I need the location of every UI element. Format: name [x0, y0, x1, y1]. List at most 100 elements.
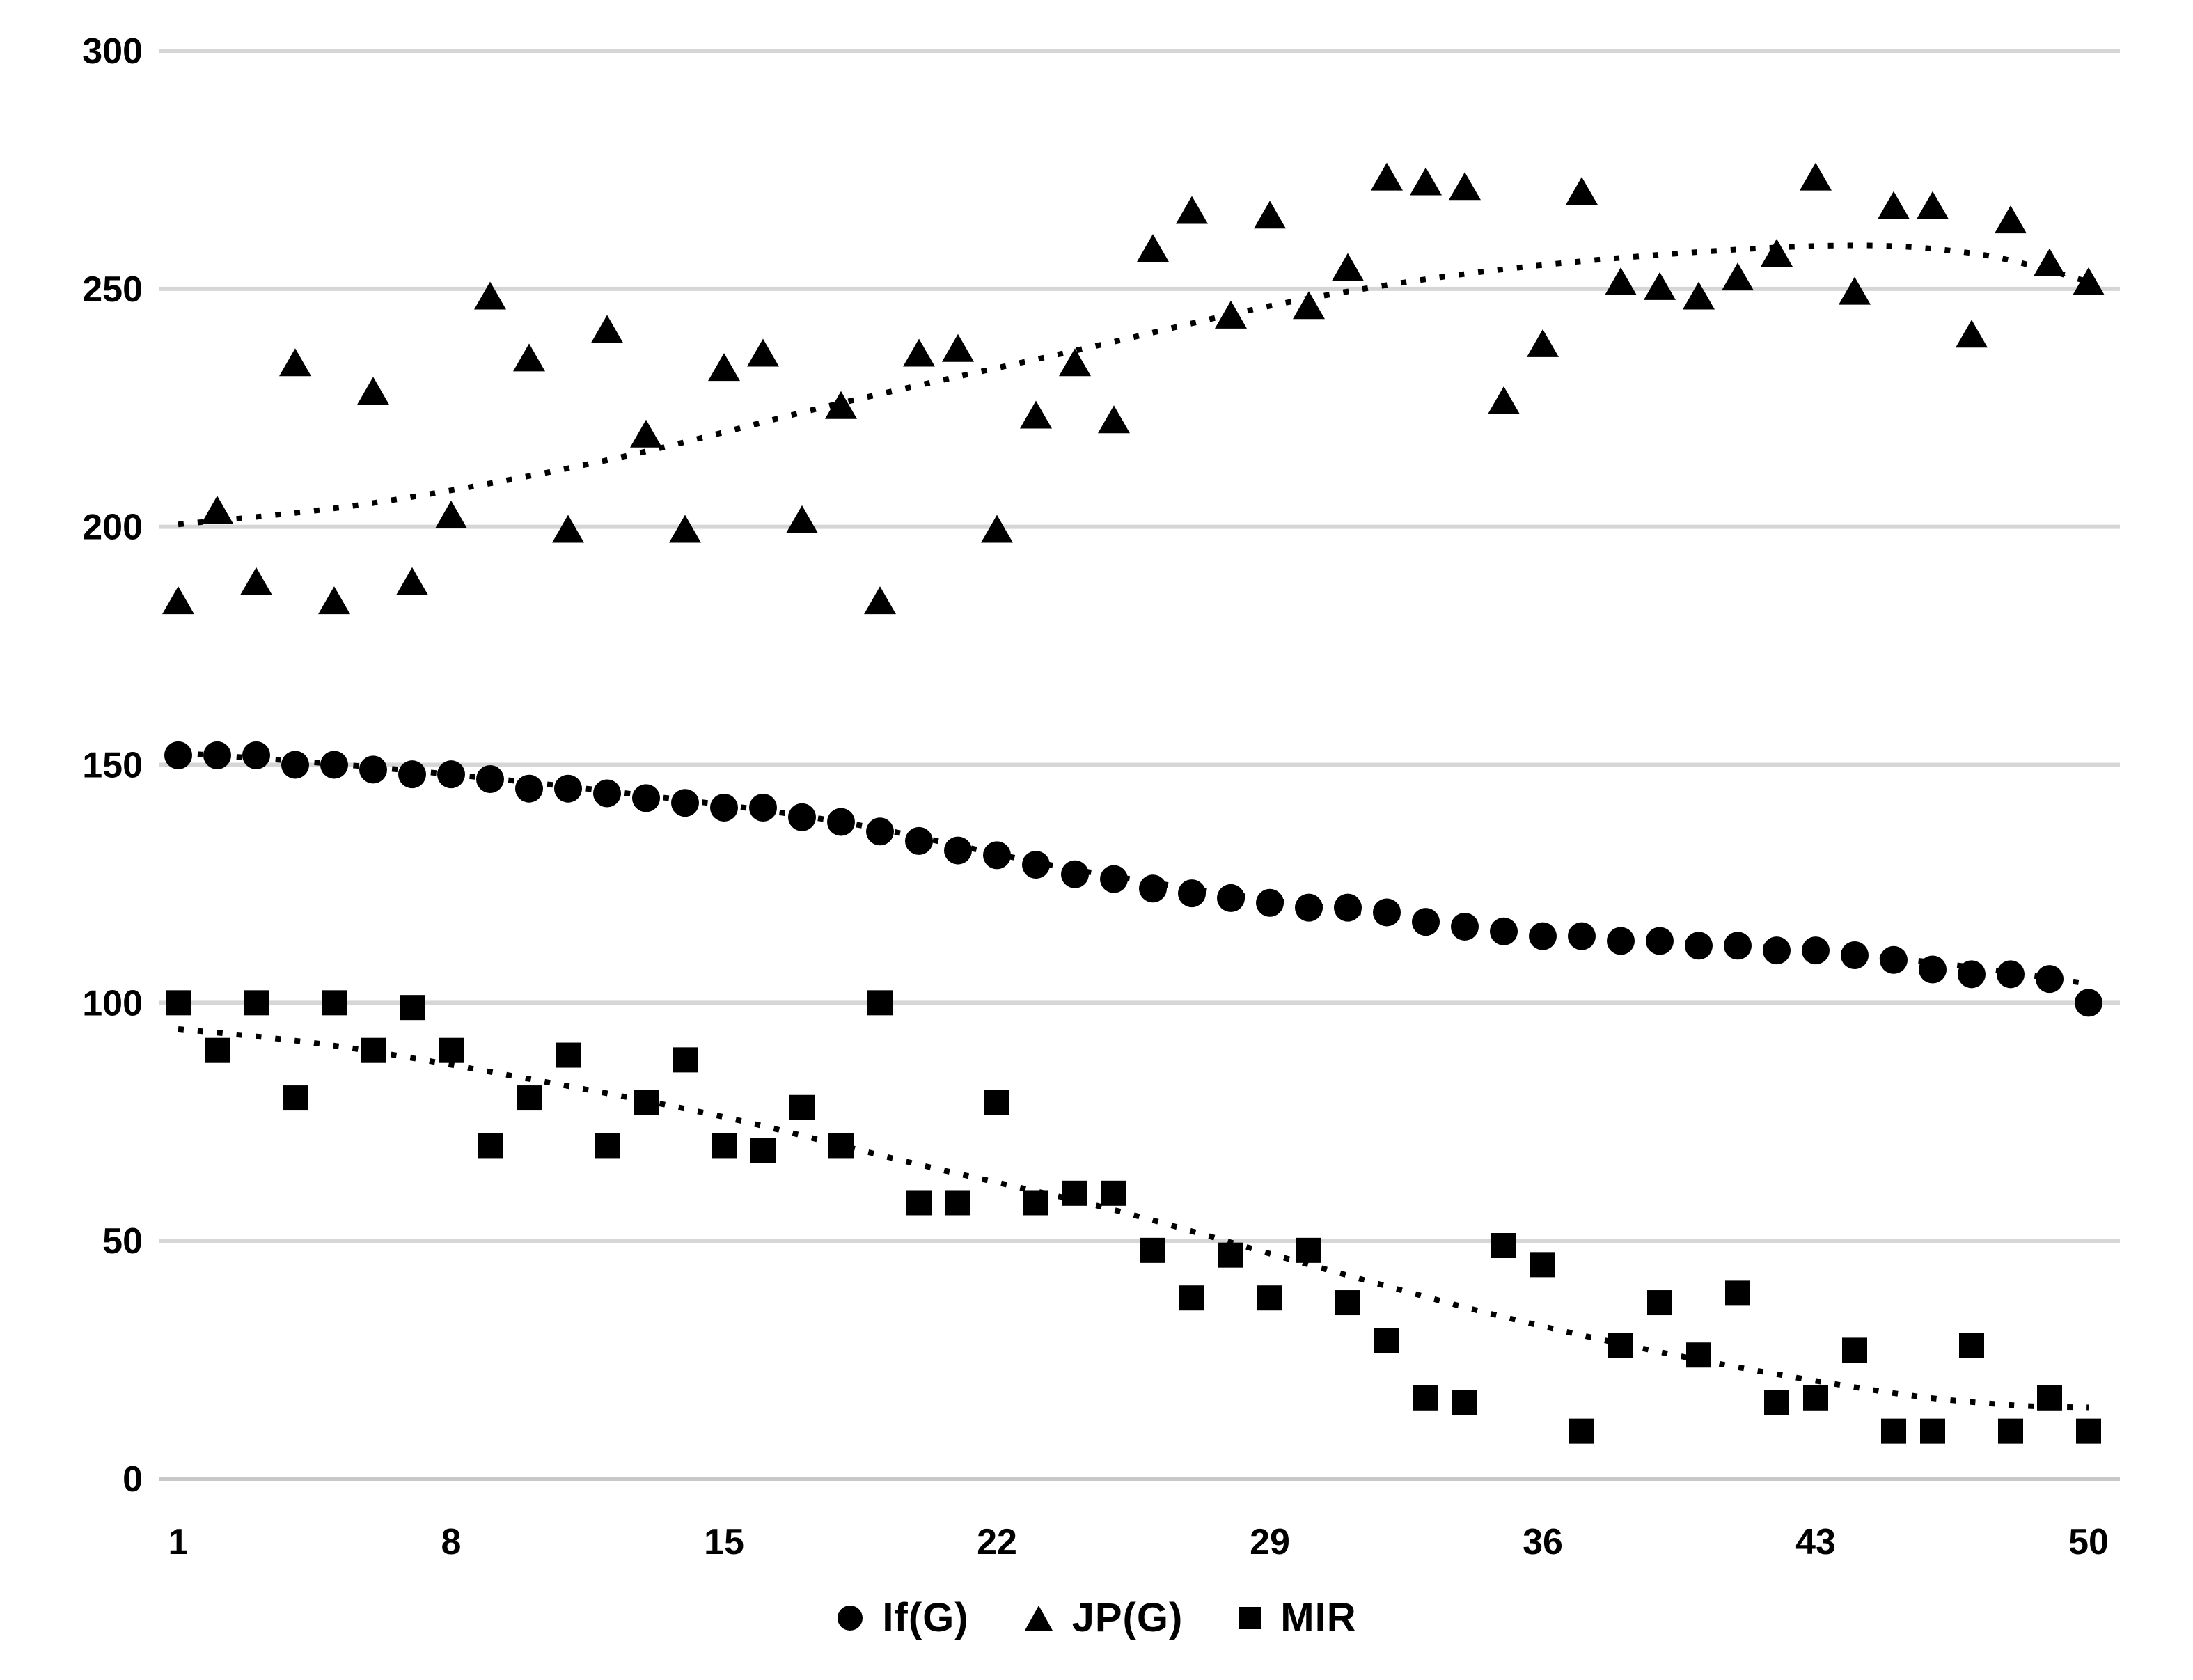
point-mir-25 — [1101, 1180, 1126, 1206]
point-jpg-7 — [396, 567, 428, 595]
point-ifg-22 — [983, 841, 1011, 870]
point-ifg-19 — [866, 817, 894, 846]
point-mir-36 — [1530, 1252, 1555, 1278]
point-mir-33 — [1413, 1385, 1438, 1411]
point-ifg-16 — [749, 794, 777, 822]
point-ifg-30 — [1295, 893, 1323, 922]
x-tick-label-15: 15 — [704, 1522, 744, 1562]
point-ifg-9 — [476, 765, 504, 794]
point-jpg-10 — [513, 343, 545, 372]
point-jpg-46 — [1917, 191, 1949, 219]
point-jpg-37 — [1566, 177, 1598, 205]
legend-label-ifg: If(G) — [882, 1595, 969, 1640]
point-ifg-47 — [1958, 960, 1986, 989]
point-mir-23 — [1023, 1190, 1048, 1216]
point-ifg-26 — [1139, 874, 1167, 903]
point-jpg-27 — [1176, 196, 1208, 224]
point-jpg-11 — [552, 515, 584, 543]
point-ifg-34 — [1451, 912, 1479, 941]
point-jpg-45 — [1878, 191, 1910, 219]
point-mir-21 — [945, 1190, 970, 1216]
point-mir-50 — [2076, 1418, 2101, 1444]
point-mir-31 — [1335, 1290, 1360, 1316]
point-ifg-25 — [1100, 865, 1128, 893]
point-ifg-32 — [1373, 898, 1401, 927]
point-jpg-31 — [1332, 253, 1364, 281]
x-tick-label-36: 36 — [1523, 1522, 1563, 1562]
point-jpg-15 — [708, 353, 740, 382]
x-tick-label-50: 50 — [2068, 1522, 2109, 1562]
point-jpg-49 — [2034, 248, 2066, 276]
y-tick-label-200: 200 — [82, 508, 143, 548]
point-jpg-2 — [201, 496, 233, 524]
legend-label-mir: MIR — [1280, 1595, 1357, 1640]
point-jpg-42 — [1761, 238, 1793, 267]
point-mir-27 — [1179, 1285, 1204, 1311]
legend-label-jpg: JP(G) — [1071, 1595, 1184, 1640]
point-mir-3 — [244, 990, 269, 1016]
y-tick-label-150: 150 — [82, 746, 143, 786]
point-mir-17 — [789, 1094, 815, 1120]
point-ifg-33 — [1412, 908, 1440, 936]
legend-item-jpg: JP(G) — [1023, 1594, 1184, 1641]
point-jpg-9 — [474, 281, 506, 310]
point-mir-6 — [361, 1037, 386, 1063]
point-jpg-41 — [1722, 262, 1754, 291]
point-jpg-40 — [1683, 281, 1715, 310]
point-mir-13 — [634, 1090, 659, 1115]
point-mir-37 — [1569, 1418, 1594, 1444]
point-jpg-21 — [942, 333, 974, 362]
point-mir-4 — [283, 1085, 308, 1111]
point-ifg-35 — [1490, 917, 1518, 945]
point-ifg-4 — [281, 751, 309, 779]
point-jpg-17 — [786, 505, 818, 533]
point-mir-28 — [1218, 1242, 1243, 1268]
point-mir-10 — [517, 1085, 542, 1111]
point-jpg-44 — [1839, 276, 1871, 305]
point-mir-1 — [166, 990, 191, 1016]
point-mir-35 — [1491, 1233, 1516, 1259]
point-jpg-14 — [669, 515, 701, 543]
trendline-jpg — [178, 242, 2089, 528]
y-tick-label-50: 50 — [102, 1221, 143, 1262]
point-mir-18 — [828, 1133, 854, 1159]
point-jpg-34 — [1449, 172, 1481, 201]
point-ifg-10 — [515, 774, 543, 803]
point-jpg-33 — [1410, 167, 1442, 196]
point-jpg-43 — [1800, 162, 1832, 191]
point-jpg-50 — [2073, 267, 2105, 296]
point-ifg-31 — [1334, 893, 1362, 922]
point-ifg-28 — [1217, 884, 1245, 912]
y-tick-label-250: 250 — [82, 269, 143, 310]
point-jpg-22 — [981, 515, 1013, 543]
trendline-mir — [178, 1026, 2089, 1411]
point-ifg-27 — [1178, 879, 1206, 908]
point-mir-11 — [556, 1042, 581, 1068]
point-jpg-48 — [1995, 205, 2027, 234]
point-jpg-5 — [318, 586, 350, 615]
square-marker-icon — [1237, 1606, 1262, 1631]
point-jpg-36 — [1527, 329, 1559, 357]
point-jpg-1 — [162, 586, 194, 615]
point-mir-2 — [205, 1037, 230, 1063]
x-tick-label-29: 29 — [1250, 1522, 1290, 1562]
point-mir-48 — [1998, 1418, 2023, 1444]
y-tick-label-300: 300 — [82, 31, 143, 72]
point-ifg-36 — [1529, 922, 1557, 950]
point-ifg-45 — [1880, 945, 1908, 974]
point-mir-41 — [1725, 1280, 1750, 1306]
point-ifg-39 — [1646, 927, 1674, 955]
point-mir-7 — [400, 995, 425, 1021]
point-jpg-39 — [1644, 272, 1676, 300]
point-jpg-12 — [591, 315, 623, 343]
point-mir-30 — [1296, 1237, 1321, 1263]
point-ifg-38 — [1607, 927, 1635, 955]
point-ifg-20 — [905, 826, 933, 855]
point-ifg-40 — [1685, 932, 1713, 960]
point-ifg-8 — [437, 760, 465, 789]
point-ifg-23 — [1022, 851, 1050, 879]
point-ifg-43 — [1802, 936, 1830, 965]
point-ifg-29 — [1256, 888, 1284, 917]
